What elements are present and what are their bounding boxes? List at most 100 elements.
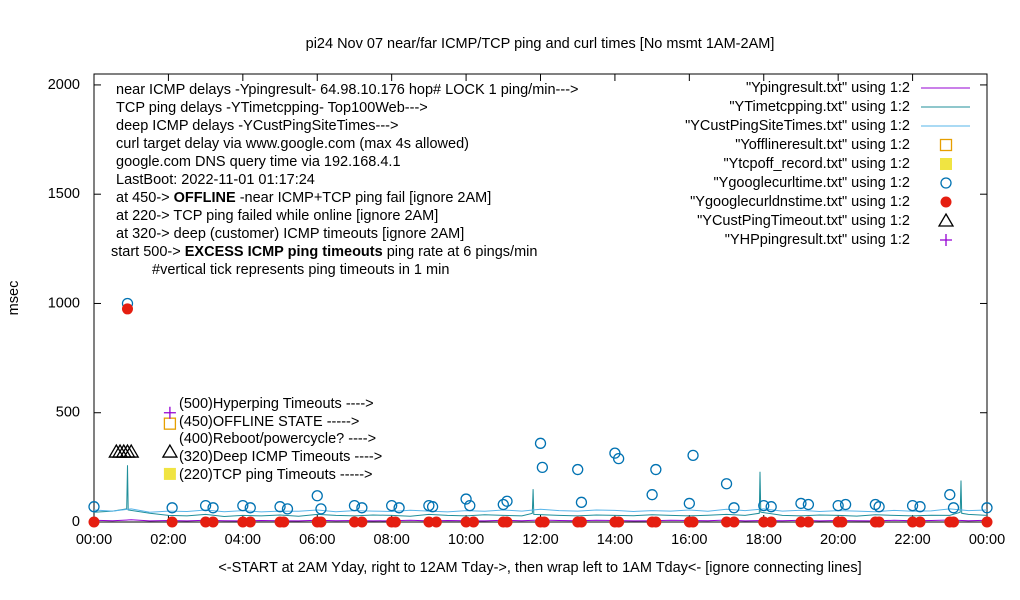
y-tick-label: 1000 (48, 295, 80, 311)
annotation-part: LastBoot: 2022-11-01 01:17:24 (116, 172, 315, 188)
annotation-part: #vertical tick represents ping timeouts … (152, 262, 449, 278)
point (683, 497, 695, 510)
annotation-part: TCP ping delays -YTimetcpping- Top100Web… (116, 100, 428, 116)
legend-label: "YCustPingSiteTimes.txt" using 1:2 (685, 118, 910, 134)
point (646, 489, 658, 501)
point (386, 499, 398, 512)
x-tick-label: 00:00 (76, 532, 112, 548)
point (356, 502, 368, 514)
chart-title: pi24 Nov 07 near/far ICMP/TCP ping and c… (306, 36, 775, 52)
point (914, 516, 926, 528)
legend-label: "Ygooglecurldnstime.txt" using 1:2 (690, 194, 910, 210)
point (869, 498, 882, 511)
point (166, 516, 178, 528)
point (163, 417, 177, 430)
point-label: (320)Deep ICMP Timeouts ----> (179, 449, 382, 465)
point (720, 478, 733, 490)
point (839, 498, 852, 511)
point (728, 502, 740, 514)
annotation-part: at 220-> TCP ping failed while online [i… (116, 208, 438, 224)
annotation: curl target delay via www.google.com (ma… (116, 136, 469, 152)
point (687, 449, 699, 461)
x-tick-label: 02:00 (150, 532, 186, 548)
annotation: near ICMP delays -Ypingresult- 64.98.10.… (116, 82, 579, 98)
annotation-part: at 320-> deep (customer) ICMP timeouts [… (116, 226, 464, 242)
point-label: (500)Hyperping Timeouts ----> (179, 396, 374, 412)
point (468, 516, 480, 528)
x-tick-label: 06:00 (299, 532, 335, 548)
point (348, 499, 361, 512)
legend-swatch (940, 177, 952, 189)
point (572, 463, 584, 476)
x-tick-label: 20:00 (820, 532, 856, 548)
y-tick-label: 2000 (48, 77, 80, 93)
legend-label: "Ygooglecurltime.txt" using 1:2 (714, 175, 910, 191)
point (393, 502, 405, 514)
annotation: at 220-> TCP ping failed while online [i… (116, 208, 438, 224)
point (501, 495, 513, 507)
point (836, 516, 848, 528)
point (207, 516, 219, 528)
point (758, 499, 770, 512)
annotation: LastBoot: 2022-11-01 01:17:24 (116, 172, 315, 188)
point (244, 516, 256, 528)
point (873, 501, 885, 513)
point (426, 501, 439, 513)
y-tick-label: 500 (56, 405, 80, 421)
x-tick-label: 00:00 (969, 532, 1005, 548)
point (123, 443, 140, 458)
annotation: start 500-> EXCESS ICMP ping timeouts pi… (111, 244, 537, 260)
point (575, 516, 587, 528)
point (728, 516, 740, 528)
annotation-part: curl target delay via www.google.com (ma… (116, 136, 469, 152)
point (981, 502, 993, 514)
point (650, 463, 662, 476)
point (795, 497, 807, 510)
point (612, 452, 625, 465)
legend-label: "YCustPingTimeout.txt" using 1:2 (697, 213, 910, 229)
point (315, 503, 327, 515)
point (430, 516, 442, 528)
annotation-part: OFFLINE (174, 190, 236, 206)
point (163, 406, 176, 419)
legend-swatch (940, 234, 952, 246)
point (199, 499, 212, 512)
annotation-part: near ICMP delays -Ypingresult- 64.98.10.… (116, 82, 579, 98)
point (873, 516, 885, 528)
point (613, 516, 625, 528)
point (832, 499, 844, 512)
x-tick-label: 08:00 (374, 532, 410, 548)
legend-label: "YHPpingresult.txt" using 1:2 (725, 232, 910, 248)
point (948, 516, 960, 528)
point (947, 502, 960, 514)
annotation: at 450-> OFFLINE -near ICMP+TCP ping fai… (116, 190, 491, 206)
annotation-part: -near ICMP+TCP ping fail [ignore 2AM] (236, 190, 492, 206)
point-label: (450)OFFLINE STATE -----> (179, 414, 359, 430)
point (274, 501, 286, 513)
point (166, 502, 178, 514)
x-axis-label: <-START at 2AM Yday, right to 12AM Tday-… (218, 560, 861, 576)
annotation-part: start 500-> (111, 244, 185, 260)
legend-swatch (940, 158, 952, 170)
annotation: google.com DNS query time via 192.168.4.… (116, 154, 401, 170)
point (765, 501, 777, 513)
x-tick-label: 04:00 (225, 532, 261, 548)
point (88, 516, 100, 528)
legend-swatch (940, 196, 952, 208)
point (278, 516, 290, 528)
point (464, 499, 476, 512)
point (389, 516, 401, 528)
point (914, 501, 926, 513)
point (981, 516, 993, 528)
x-tick-label: 18:00 (746, 532, 782, 548)
series-line (93, 465, 988, 518)
point (650, 516, 662, 528)
legend-label: "Ytcpoff_record.txt" using 1:2 (723, 156, 910, 172)
legend-swatch (939, 138, 953, 152)
x-tick-label: 12:00 (522, 532, 558, 548)
annotation: #vertical tick represents ping timeouts … (152, 262, 449, 278)
point (497, 498, 509, 511)
point (237, 499, 249, 512)
point (163, 467, 176, 480)
